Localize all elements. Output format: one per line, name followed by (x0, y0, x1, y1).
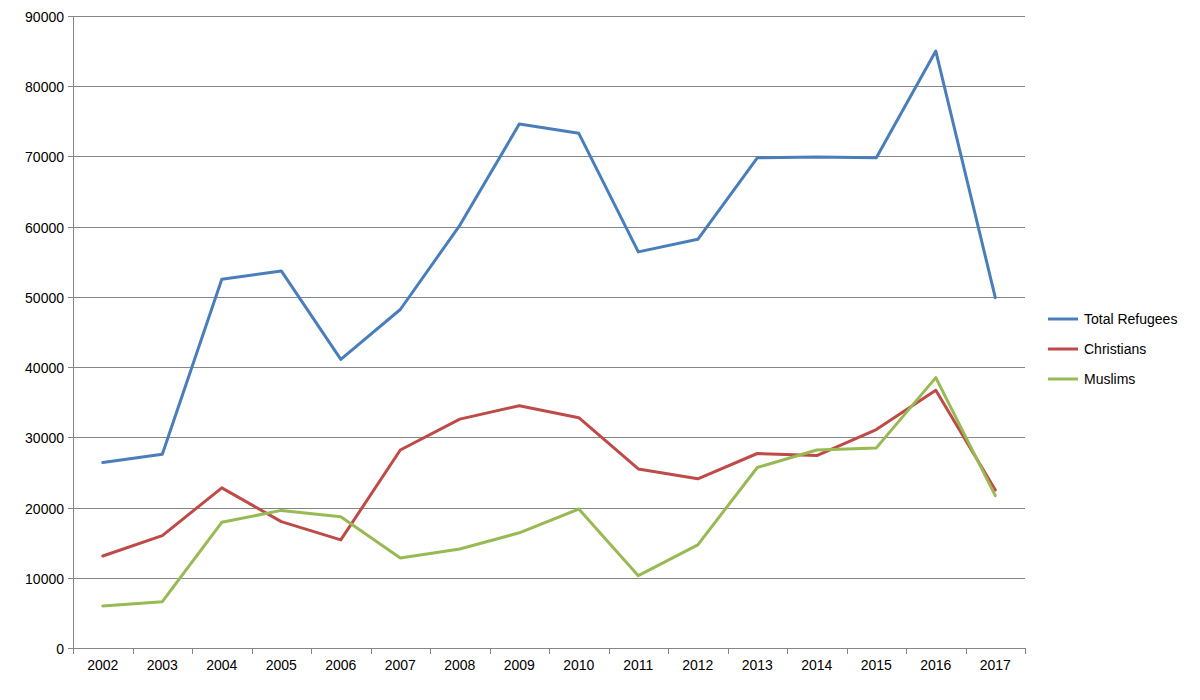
x-tick-label: 2016 (920, 657, 951, 673)
y-tick-label: 20000 (25, 501, 64, 517)
legend-label: Muslims (1084, 371, 1135, 387)
x-tick (668, 648, 669, 654)
x-tick (549, 648, 550, 654)
x-tick (1025, 648, 1026, 654)
y-tick-label: 70000 (25, 149, 64, 165)
x-tick (133, 648, 134, 654)
x-tick (728, 648, 729, 654)
x-tick-label: 2008 (444, 657, 475, 673)
series-line (103, 390, 996, 556)
y-tick (68, 297, 73, 298)
x-tick-label: 2009 (504, 657, 535, 673)
x-tick (787, 648, 788, 654)
grid-line (73, 227, 1025, 228)
x-tick-label: 2014 (801, 657, 832, 673)
legend-swatch (1048, 318, 1078, 321)
y-tick (68, 578, 73, 579)
y-tick (68, 367, 73, 368)
plot-area (103, 51, 996, 606)
y-tick-label: 60000 (25, 220, 64, 236)
grid-line (73, 437, 1025, 438)
series-line (103, 51, 996, 463)
y-tick-label: 10000 (25, 571, 64, 587)
y-tick-label: 50000 (25, 290, 64, 306)
x-tick-label: 2007 (385, 657, 416, 673)
y-axis (73, 16, 74, 648)
x-tick-label: 2005 (266, 657, 297, 673)
x-tick (966, 648, 967, 654)
x-tick-label: 2015 (861, 657, 892, 673)
grid-line (73, 578, 1025, 579)
x-tick (192, 648, 193, 654)
x-tick (609, 648, 610, 654)
x-tick (371, 648, 372, 654)
x-tick (490, 648, 491, 654)
y-tick-label: 30000 (25, 430, 64, 446)
y-tick-label: 90000 (25, 9, 64, 25)
legend-label: Christians (1084, 341, 1146, 357)
grid (73, 17, 1025, 649)
y-tick (68, 86, 73, 87)
x-tick (311, 648, 312, 654)
legend-swatch (1048, 378, 1078, 381)
y-tick (68, 437, 73, 438)
x-tick-label: 2003 (147, 657, 178, 673)
y-tick (68, 508, 73, 509)
grid-line (73, 16, 1025, 17)
x-tick-label: 2006 (325, 657, 356, 673)
grid-line (73, 156, 1025, 157)
x-tick (430, 648, 431, 654)
y-tick (68, 156, 73, 157)
y-tick (68, 16, 73, 17)
x-tick-label: 2012 (682, 657, 713, 673)
legend-swatch (1048, 348, 1078, 351)
grid-line (73, 86, 1025, 87)
x-tick-label: 2010 (563, 657, 594, 673)
y-tick (68, 648, 73, 649)
y-tick-label: 0 (56, 641, 64, 657)
x-tick (252, 648, 253, 654)
x-tick-label: 2013 (742, 657, 773, 673)
x-tick (73, 648, 74, 654)
x-tick-label: 2017 (980, 657, 1011, 673)
x-tick (847, 648, 848, 654)
y-tick-label: 40000 (25, 360, 64, 376)
x-tick-label: 2004 (206, 657, 237, 673)
y-tick (68, 227, 73, 228)
x-tick (906, 648, 907, 654)
grid-line (73, 367, 1025, 368)
x-tick-label: 2011 (623, 657, 653, 673)
legend: Total Refugees Christians Muslims (1048, 311, 1177, 387)
y-tick-label: 80000 (25, 79, 64, 95)
series-line (103, 378, 996, 606)
chart: 0 10000 20000 30000 40000 50000 60000 70000 8000… (0, 0, 1200, 700)
grid-line (73, 508, 1025, 509)
legend-label: Total Refugees (1084, 311, 1177, 327)
x-tick-label: 2002 (87, 657, 118, 673)
